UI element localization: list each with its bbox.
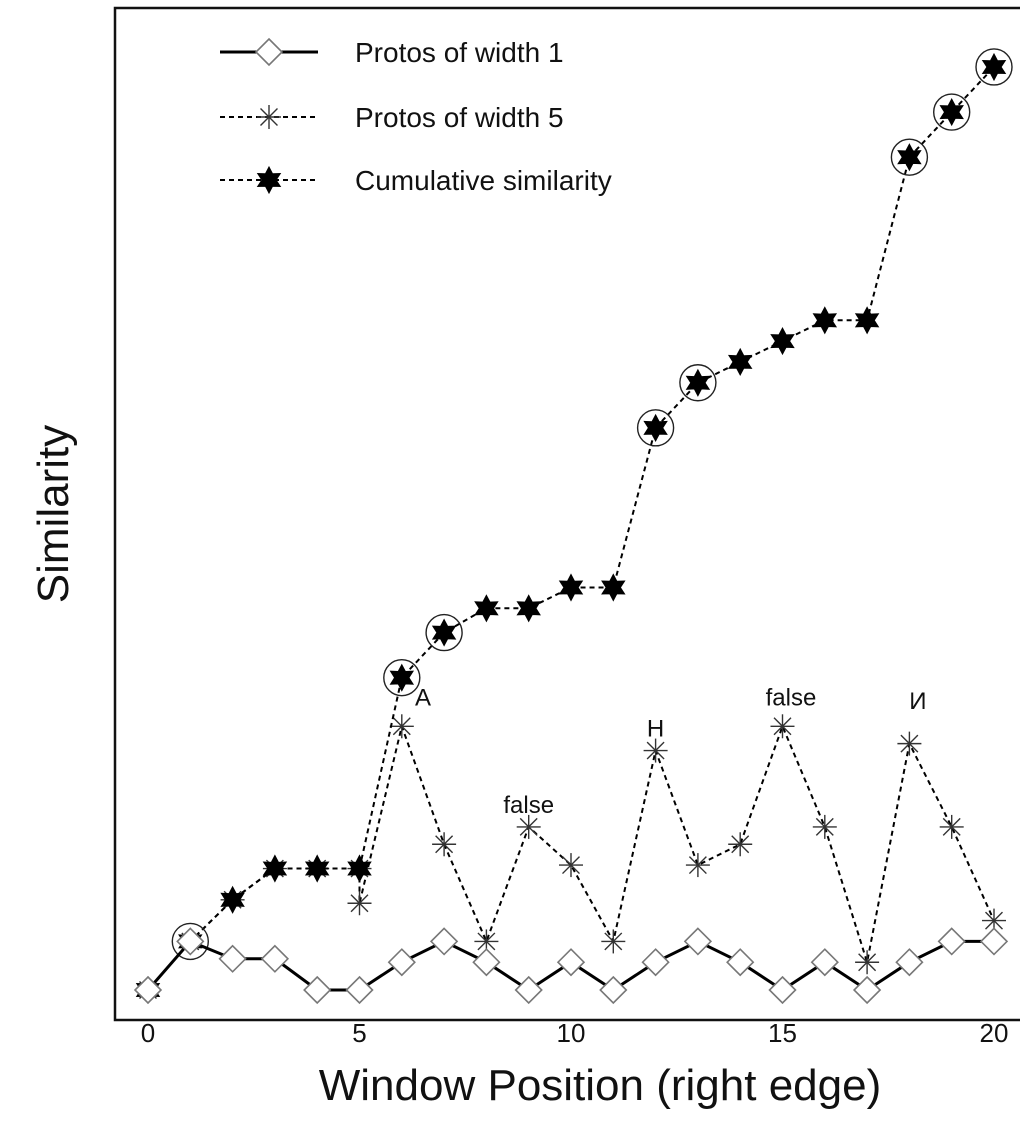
data-point bbox=[643, 738, 668, 763]
legend-entry-1: Protos of width 1 bbox=[220, 37, 564, 68]
data-point bbox=[558, 573, 584, 602]
data-point bbox=[347, 891, 372, 916]
data-point bbox=[727, 347, 753, 376]
highlight-ring bbox=[171, 922, 210, 961]
data-point bbox=[897, 143, 922, 172]
series-3 bbox=[135, 48, 1013, 1005]
data-point bbox=[345, 975, 374, 1005]
data-point bbox=[218, 944, 247, 973]
highlight-ring bbox=[890, 138, 929, 176]
legend-label: Protos of width 5 bbox=[355, 102, 564, 133]
data-point bbox=[176, 927, 205, 956]
data-point bbox=[262, 854, 288, 883]
legend-entry-2: Protos of width 5 bbox=[220, 102, 564, 133]
data-point bbox=[303, 975, 332, 1005]
legend-label: Cumulative similarity bbox=[355, 165, 612, 196]
data-point bbox=[855, 950, 880, 975]
x-axis-title: Window Position (right edge) bbox=[319, 1061, 881, 1110]
legend-entry-3: Cumulative similarity bbox=[220, 165, 612, 196]
annotation-label: A bbox=[415, 684, 431, 711]
data-point bbox=[939, 814, 964, 839]
data-point bbox=[474, 594, 499, 623]
data-point bbox=[683, 927, 713, 956]
data-point bbox=[812, 814, 837, 839]
data-point bbox=[514, 975, 543, 1005]
series-1 bbox=[133, 927, 1009, 1005]
data-point bbox=[770, 714, 795, 739]
x-tick-labels: 0 5 10 15 20 bbox=[141, 1018, 1009, 1048]
data-point bbox=[981, 52, 1007, 82]
highlight-ring bbox=[975, 48, 1013, 86]
data-point bbox=[810, 948, 839, 977]
x-tick-label: 15 bbox=[768, 1018, 797, 1048]
data-point bbox=[601, 929, 626, 954]
annotation-label: false bbox=[503, 792, 554, 819]
data-point bbox=[304, 854, 330, 883]
series-line-2 bbox=[147, 722, 995, 991]
highlight-ring bbox=[425, 613, 463, 652]
data-point bbox=[728, 832, 753, 857]
legend-marker bbox=[257, 105, 281, 129]
x-tick-label: 10 bbox=[557, 1018, 586, 1048]
x-tick-label: 5 bbox=[352, 1018, 366, 1048]
data-point bbox=[979, 927, 1009, 956]
series-line-3 bbox=[147, 66, 995, 991]
highlight-ring bbox=[383, 659, 421, 697]
series-layer bbox=[133, 48, 1013, 1005]
highlight-ring bbox=[636, 409, 675, 447]
data-point bbox=[347, 854, 372, 883]
data-point bbox=[685, 853, 710, 878]
data-point bbox=[770, 327, 795, 356]
data-point bbox=[133, 975, 163, 1005]
annotation-label: H bbox=[647, 716, 664, 743]
legend-marker bbox=[256, 165, 282, 195]
x-tick-label: 0 bbox=[141, 1018, 155, 1048]
data-point bbox=[389, 714, 414, 739]
data-point bbox=[726, 948, 755, 977]
data-point bbox=[516, 814, 541, 839]
data-point bbox=[641, 948, 670, 977]
annotation-label: И bbox=[909, 688, 926, 715]
data-point bbox=[431, 618, 457, 647]
y-axis-title: Similarity bbox=[29, 425, 78, 603]
plot-frame bbox=[113, 6, 1020, 1022]
data-point bbox=[768, 975, 797, 1005]
data-point bbox=[937, 927, 966, 956]
data-point bbox=[432, 832, 457, 857]
data-point bbox=[389, 663, 415, 692]
data-point bbox=[854, 306, 880, 335]
data-point bbox=[599, 975, 628, 1005]
x-tick-label: 20 bbox=[980, 1018, 1009, 1048]
data-point bbox=[429, 927, 459, 956]
data-point bbox=[387, 948, 416, 977]
legend-label: Protos of width 1 bbox=[355, 37, 564, 68]
highlight-ring bbox=[679, 364, 717, 402]
legend-marker bbox=[254, 37, 284, 67]
data-point bbox=[516, 594, 541, 623]
data-point bbox=[556, 948, 586, 977]
data-point bbox=[220, 885, 245, 914]
data-point bbox=[897, 731, 922, 756]
data-point bbox=[939, 98, 964, 127]
highlight-ring bbox=[933, 93, 971, 131]
data-point bbox=[685, 368, 711, 397]
data-point bbox=[472, 948, 501, 977]
data-point bbox=[643, 413, 668, 442]
legend: Protos of width 1 Protos of width 5 Cumula… bbox=[220, 37, 612, 196]
annotation-label: false bbox=[766, 684, 817, 711]
data-point bbox=[559, 853, 583, 878]
data-point bbox=[601, 573, 626, 602]
data-point bbox=[812, 306, 838, 335]
data-point bbox=[260, 944, 290, 973]
data-point bbox=[895, 948, 924, 977]
data-point bbox=[852, 975, 882, 1005]
